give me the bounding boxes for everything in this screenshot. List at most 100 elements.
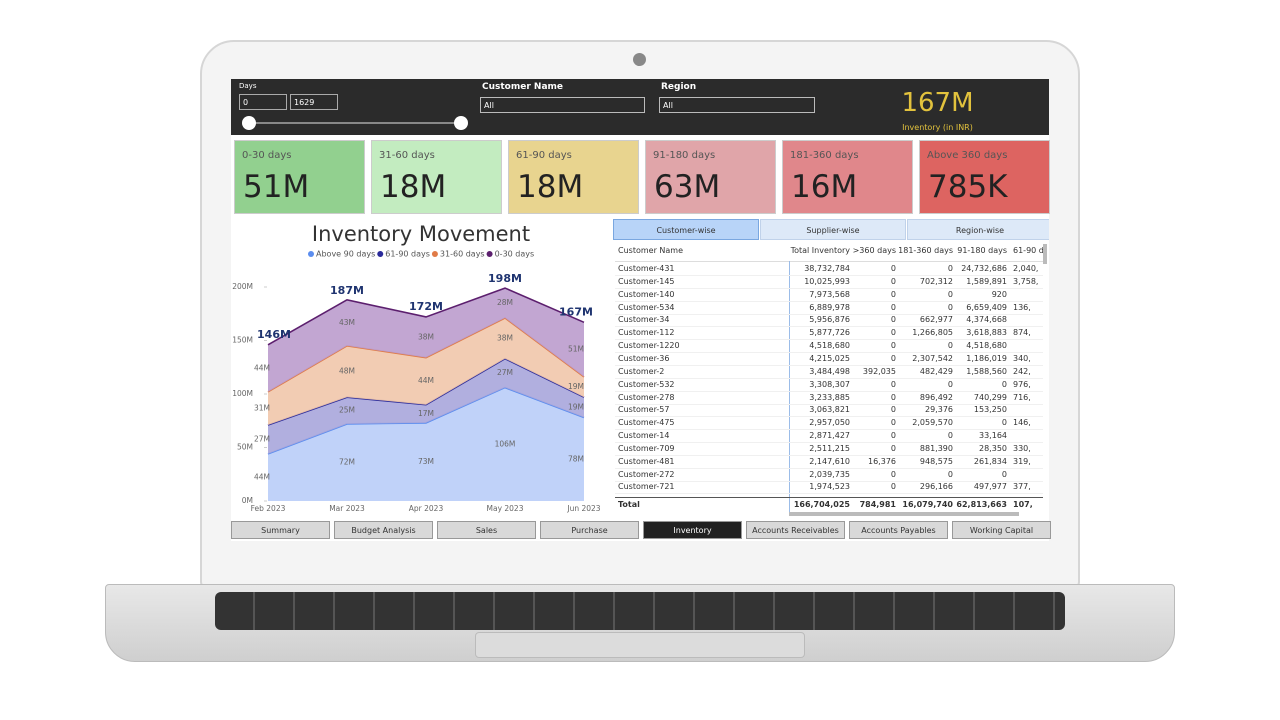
row-rule [615, 275, 1043, 276]
legend-label: 61-90 days [385, 250, 430, 259]
table-cell: 0 [890, 392, 896, 402]
toggle-button[interactable]: Customer-wise [613, 219, 759, 240]
kpi-card: 31-60 days 18M [371, 140, 502, 214]
kpi-label: 31-60 days [379, 150, 435, 161]
value-label: 19M [568, 382, 584, 391]
total-cell: 784,981 [859, 500, 896, 509]
table-cell: 3,063,821 [809, 405, 850, 415]
area-line [267, 287, 585, 346]
table-cell: 896,492 [919, 392, 953, 402]
kpi-value: 63M [654, 169, 721, 205]
row-rule [615, 364, 1043, 366]
table-cell: 4,215,025 [809, 353, 850, 363]
y-tick-label: 150M [232, 336, 253, 345]
tab[interactable]: Sales [437, 521, 536, 539]
slider-handle[interactable] [454, 116, 468, 130]
table-cell: 716, [1013, 392, 1031, 402]
tab[interactable]: Budget Analysis [334, 521, 433, 539]
table-cell: 2,039,735 [809, 469, 850, 479]
row-rule [615, 493, 1043, 495]
total-label: 172M [409, 300, 443, 313]
kpi-value: 18M [517, 169, 584, 205]
region-dropdown[interactable]: All [659, 97, 815, 113]
total-rule [615, 497, 1043, 498]
customer-dropdown[interactable]: All [480, 97, 645, 113]
table-cell: 3,484,498 [809, 366, 850, 376]
table-cell: 0 [1001, 418, 1007, 428]
table-cell: Customer-34 [618, 315, 670, 325]
table-cell: 4,518,680 [809, 341, 850, 351]
filter-bar [231, 79, 1049, 135]
table-cell: 948,575 [919, 456, 953, 466]
table-cell: 392,035 [862, 366, 896, 376]
area-chart: Inventory Movement Above 90 days 61-90 day… [232, 222, 601, 513]
table-cell: 0 [1001, 469, 1007, 479]
table-cell: Customer-2 [618, 366, 665, 376]
table-cell: 296,166 [919, 482, 953, 492]
table-cell: Customer-532 [618, 379, 675, 389]
table-cell: Customer-145 [618, 276, 675, 286]
tab[interactable]: Working Capital [952, 521, 1051, 539]
x-tick-label: Mar 2023 [329, 504, 365, 513]
column-header: >360 days [852, 246, 896, 255]
tab[interactable]: Accounts Receivables [746, 521, 845, 539]
h-scrollbar [789, 512, 1019, 516]
table-cell: 0 [890, 469, 896, 479]
kpi-value: 16M [791, 169, 858, 205]
value-label: 25M [339, 406, 355, 415]
table-cell: 2,957,050 [809, 418, 850, 428]
tab[interactable]: Accounts Payables [849, 521, 948, 539]
headline-label: Inventory (in INR) [902, 123, 973, 132]
table-cell: 33,164 [979, 431, 1007, 441]
slider-handle[interactable] [242, 116, 256, 130]
table-cell: Customer-475 [618, 418, 675, 428]
value-label: 72M [339, 457, 355, 466]
tab[interactable]: Purchase [540, 521, 639, 539]
table-cell: 0 [947, 289, 953, 299]
chart-title: Inventory Movement [312, 222, 530, 246]
toggle-button[interactable]: Supplier-wise [760, 219, 906, 240]
value-label: 44M [418, 376, 434, 385]
x-tick-label: Feb 2023 [251, 504, 286, 513]
row-rule [615, 467, 1043, 469]
tab[interactable]: Inventory [643, 521, 742, 539]
row-rule [615, 287, 1043, 289]
table-cell: Customer-431 [618, 264, 675, 273]
table-cell: 0 [890, 443, 896, 453]
legend-marker [486, 251, 493, 257]
table-cell: 0 [890, 341, 896, 351]
legend-label: 0-30 days [495, 250, 535, 259]
table-cell: 0 [890, 431, 896, 441]
table-cell: 1,974,523 [809, 482, 850, 492]
tab[interactable]: Summary [231, 521, 330, 539]
column-header: 91-180 days [957, 246, 1007, 255]
value-label: 38M [418, 332, 434, 341]
value-label: 43M [339, 318, 355, 327]
days-min[interactable]: 0 [239, 94, 287, 110]
legend-marker [377, 251, 384, 257]
table-cell: 881,390 [919, 443, 953, 453]
total-cell: 62,813,663 [956, 500, 1007, 509]
kpi-card: 0-30 days 51M [234, 140, 365, 214]
table-cell: 482,429 [919, 366, 953, 376]
table-cell: 6,889,978 [809, 302, 850, 312]
table-cell: 0 [890, 482, 896, 492]
table-cell: 1,589,891 [966, 276, 1007, 286]
table-panel: Customer-wise Supplier-wise Region-wise Cus… [613, 218, 1049, 518]
x-tick-label: Apr 2023 [409, 504, 444, 513]
value-label: 17M [418, 409, 434, 418]
table-cell: 874, [1013, 328, 1031, 338]
table-cell: 0 [890, 276, 896, 286]
table-cell: 920 [991, 289, 1007, 299]
region-label: Region [661, 82, 697, 92]
table-cell: 2,147,610 [809, 456, 850, 466]
legend-marker [308, 251, 314, 257]
area [268, 288, 584, 392]
table-cell: 740,299 [973, 392, 1007, 402]
toggle-button[interactable]: Region-wise [907, 219, 1049, 240]
days-max[interactable]: 1629 [290, 94, 338, 110]
row-rule [615, 352, 1043, 354]
area [268, 358, 584, 454]
y-tick-label: 50M [237, 443, 253, 452]
table-cell: 153,250 [973, 405, 1007, 415]
